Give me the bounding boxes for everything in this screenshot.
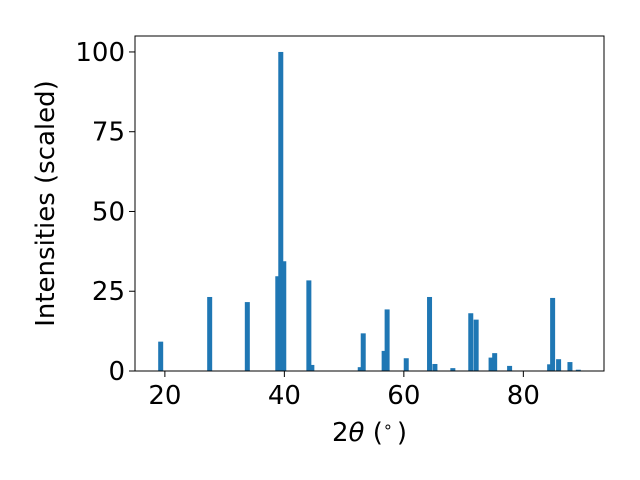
x-axis-label-suffix: ( — [364, 418, 382, 448]
y-ticks: 0 25 50 75 100 — [75, 38, 135, 387]
bar-19 — [492, 353, 498, 371]
bar-13 — [427, 296, 433, 371]
x-ticks: 20 40 60 80 — [148, 371, 540, 411]
y-tick-label-2: 50 — [92, 197, 125, 227]
bar-5 — [281, 261, 287, 371]
bar-20 — [507, 365, 513, 371]
x-tick-label-3: 80 — [507, 381, 540, 411]
bar-1 — [207, 296, 213, 371]
y-tick-label-3: 75 — [92, 118, 125, 148]
y-axis-label: Intensities (scaled) — [31, 80, 61, 327]
y-tick-label-0: 0 — [108, 357, 125, 387]
bar-10 — [381, 350, 387, 371]
bar-4 — [278, 51, 284, 371]
bars-layer — [158, 51, 581, 371]
x-tick-label-2: 60 — [387, 381, 420, 411]
bar-12 — [403, 358, 409, 371]
bar-15 — [450, 368, 456, 371]
x-axis-label-symbol: θ — [349, 418, 365, 448]
x-axis-label-prefix: 2 — [332, 418, 349, 448]
x-axis-label-close: ) — [397, 418, 407, 448]
bar-16 — [468, 313, 474, 371]
bar-9 — [360, 333, 366, 371]
bar-14 — [432, 363, 438, 371]
bar-25 — [575, 369, 581, 371]
bar-18 — [488, 357, 494, 371]
bar-21 — [547, 364, 553, 371]
bar-22 — [550, 297, 556, 371]
bar-2 — [244, 302, 250, 371]
bar-6 — [306, 280, 312, 371]
x-tick-label-0: 20 — [148, 381, 181, 411]
bar-8 — [357, 367, 363, 371]
bar-24 — [567, 362, 573, 371]
plot-frame — [134, 35, 605, 372]
bar-23 — [556, 359, 562, 371]
bar-7 — [309, 364, 315, 371]
y-tick-label-4: 100 — [75, 38, 125, 68]
bar-3 — [275, 276, 281, 371]
x-axis-label-degree: ∘ — [383, 417, 393, 436]
x-axis-label: 2θ (∘) — [332, 417, 407, 448]
y-tick-label-1: 25 — [92, 277, 125, 307]
bar-17 — [473, 319, 479, 371]
bar-0 — [158, 341, 164, 371]
bar-11 — [384, 309, 390, 371]
x-tick-label-1: 40 — [268, 381, 301, 411]
